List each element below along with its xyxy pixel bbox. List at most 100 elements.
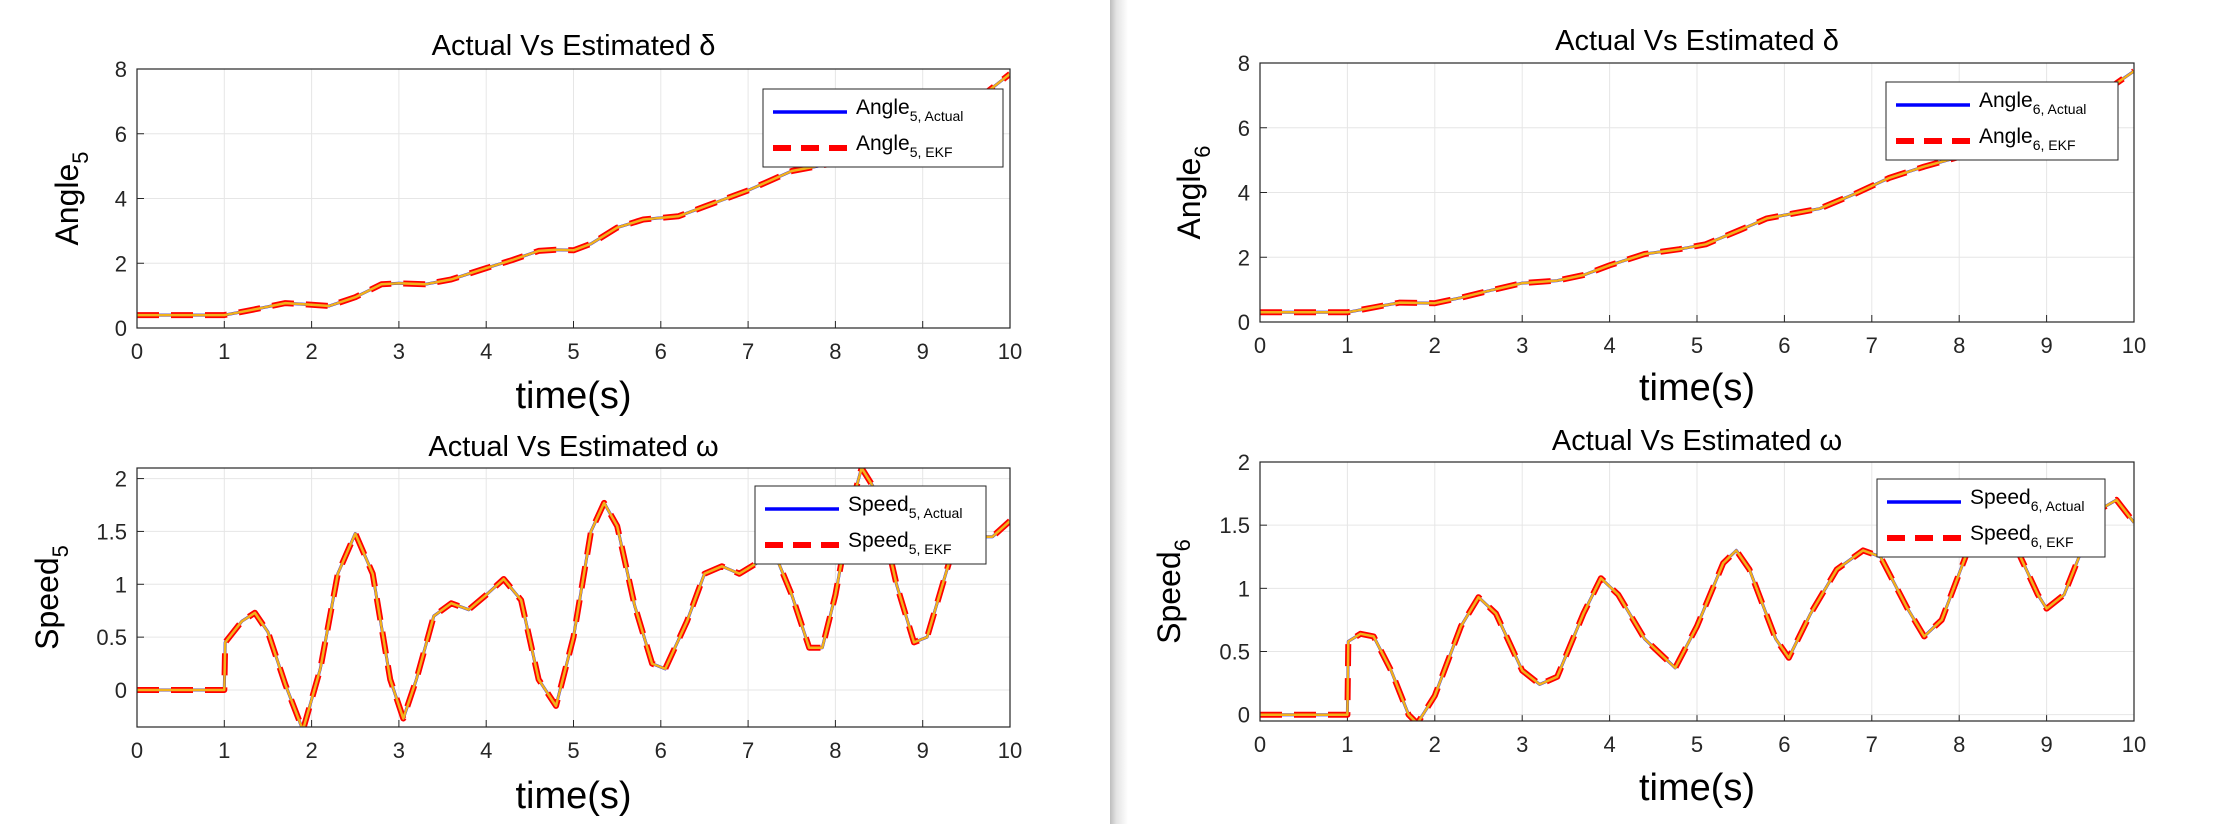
y-axis-label: Speed5 — [29, 545, 73, 650]
x-tick-label: 9 — [2040, 732, 2052, 757]
x-tick-label: 7 — [742, 738, 754, 763]
y-tick-label: 1 — [115, 572, 127, 597]
legend-box — [1885, 81, 2119, 161]
x-tick-label: 9 — [917, 339, 929, 364]
y-tick-label: 0 — [1238, 703, 1250, 728]
legend-entry-subscript: 5, Actual — [910, 108, 964, 124]
axes-box — [136, 68, 1011, 329]
y-tick-label: 1.5 — [1219, 513, 1250, 538]
chart-title: Actual Vs Estimated δ — [1555, 25, 1839, 57]
legend-entry-subscript: 5, EKF — [910, 144, 953, 160]
x-tick-label: 6 — [655, 738, 667, 763]
y-tick-label: 2 — [1238, 450, 1250, 475]
legend-entry-subscript: 6, EKF — [2031, 534, 2074, 550]
legend: Speed5, Actual Speed5, EKF — [754, 485, 987, 565]
x-tick-label: 5 — [1691, 333, 1703, 358]
x-tick-label: 0 — [1254, 732, 1266, 757]
legend-entry-subscript: 5, EKF — [909, 541, 952, 557]
x-tick-label: 10 — [2122, 732, 2146, 757]
x-tick-label: 2 — [1429, 333, 1441, 358]
y-tick-label: 4 — [1238, 181, 1250, 206]
x-tick-label: 3 — [1516, 333, 1528, 358]
x-tick-label: 0 — [1254, 333, 1266, 358]
y-tick-label: 2 — [115, 251, 127, 276]
y-tick-label: 6 — [115, 122, 127, 147]
x-tick-label: 4 — [480, 339, 492, 364]
y-tick-label: 0 — [115, 316, 127, 341]
x-tick-label: 2 — [305, 339, 317, 364]
chart-title: Actual Vs Estimated ω — [428, 431, 718, 463]
legend-entry-label: Angle5, EKF — [856, 132, 953, 160]
x-tick-label: 3 — [393, 738, 405, 763]
y-tick-label: 8 — [1238, 51, 1250, 76]
window-divider — [1110, 0, 1128, 824]
x-tick-label: 8 — [1953, 333, 1965, 358]
legend-entry-label: Speed5, EKF — [848, 529, 952, 557]
x-tick-label: 8 — [829, 738, 841, 763]
x-tick-label: 7 — [1866, 732, 1878, 757]
x-tick-label: 0 — [131, 738, 143, 763]
x-tick-label: 6 — [655, 339, 667, 364]
x-axis-label: time(s) — [1639, 367, 1755, 409]
x-tick-label: 5 — [567, 738, 579, 763]
x-axis-label: time(s) — [515, 375, 631, 417]
x-tick-label: 3 — [1516, 732, 1528, 757]
x-tick-label: 9 — [2040, 333, 2052, 358]
x-tick-label: 6 — [1778, 333, 1790, 358]
y-tick-label: 6 — [1238, 116, 1250, 141]
y-tick-label: 0.5 — [1219, 640, 1250, 665]
legend-entry-subscript: 6, EKF — [2033, 137, 2076, 153]
chart-title: Actual Vs Estimated δ — [432, 30, 716, 62]
x-tick-label: 1 — [1341, 732, 1353, 757]
y-tick-label: 1.5 — [96, 519, 127, 544]
x-tick-label: 1 — [218, 339, 230, 364]
x-tick-label: 4 — [480, 738, 492, 763]
x-tick-label: 2 — [1429, 732, 1441, 757]
legend: Angle5, Actual Angle5, EKF — [762, 88, 1004, 168]
y-tick-label: 2 — [115, 467, 127, 492]
legend-entry-subscript: 6, Actual — [2033, 101, 2087, 117]
x-tick-label: 6 — [1778, 732, 1790, 757]
y-axis-label-subscript: 5 — [48, 545, 73, 557]
y-tick-label: 2 — [1238, 245, 1250, 270]
y-axis-label: Angle6 — [1171, 145, 1215, 239]
y-tick-label: 1 — [1238, 576, 1250, 601]
legend-entry-label: Angle5, Actual — [856, 96, 963, 124]
chart-title: Actual Vs Estimated ω — [1552, 425, 1842, 457]
x-tick-label: 4 — [1603, 732, 1615, 757]
x-tick-label: 3 — [393, 339, 405, 364]
x-tick-label: 8 — [829, 339, 841, 364]
legend-entry-label: Speed6, EKF — [1970, 522, 2074, 550]
x-tick-label: 0 — [131, 339, 143, 364]
axes-box — [1259, 461, 2135, 722]
y-tick-label: 8 — [115, 57, 127, 82]
y-tick-label: 0.5 — [96, 625, 127, 650]
x-tick-label: 8 — [1953, 732, 1965, 757]
x-tick-label: 2 — [305, 738, 317, 763]
y-axis-label: Angle5 — [49, 151, 93, 245]
legend-entry-label: Angle6, EKF — [1979, 125, 2076, 153]
x-tick-label: 9 — [917, 738, 929, 763]
legend-box — [1876, 478, 2106, 558]
x-tick-label: 4 — [1603, 333, 1615, 358]
legend-entry-subscript: 5, Actual — [909, 505, 963, 521]
x-axis-label: time(s) — [1639, 767, 1755, 809]
y-axis-label-subscript: 6 — [1170, 539, 1195, 551]
legend-entry-label: Speed6, Actual — [1970, 486, 2084, 514]
axes-box — [136, 467, 1011, 728]
x-axis-label: time(s) — [515, 775, 631, 817]
y-axis-label-subscript: 5 — [68, 151, 93, 163]
legend: Angle6, Actual Angle6, EKF — [1885, 81, 2119, 161]
legend-entry-subscript: 6, Actual — [2031, 498, 2085, 514]
x-tick-label: 10 — [998, 339, 1022, 364]
legend: Speed6, Actual Speed6, EKF — [1876, 478, 2106, 558]
x-tick-label: 5 — [1691, 732, 1703, 757]
x-tick-label: 1 — [1341, 333, 1353, 358]
x-tick-label: 5 — [567, 339, 579, 364]
x-tick-label: 7 — [1866, 333, 1878, 358]
